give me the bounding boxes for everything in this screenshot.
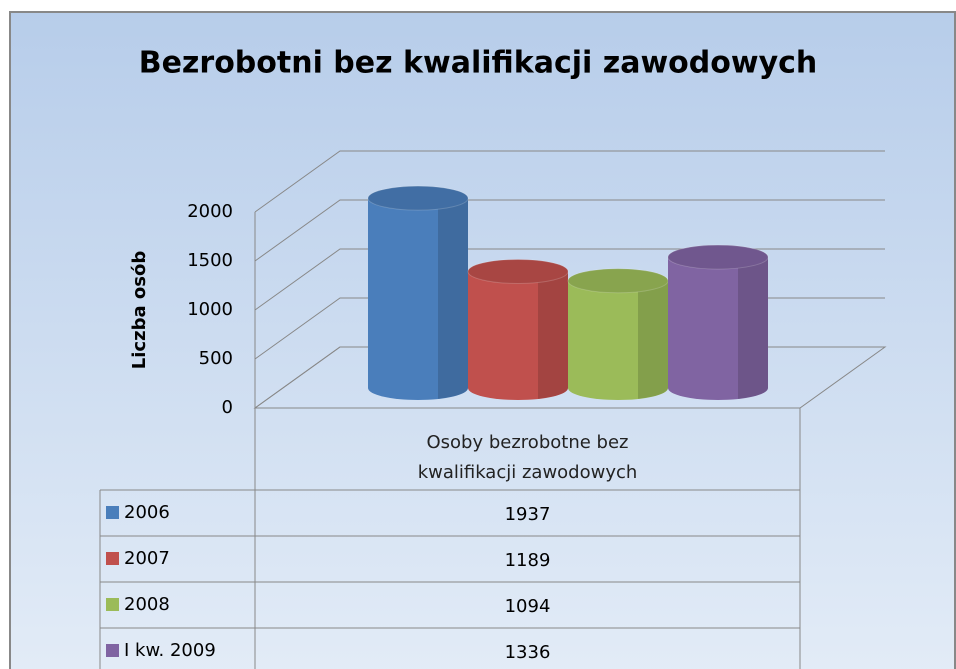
bar-body xyxy=(468,271,568,400)
y-tick-label: 500 xyxy=(199,348,233,369)
y-tick-label: 0 xyxy=(222,397,233,418)
bar xyxy=(467,258,569,400)
bar-body xyxy=(568,280,668,400)
bar-body xyxy=(668,257,768,400)
bar-top-shade xyxy=(468,259,568,284)
bar xyxy=(667,244,769,400)
bar-shadow xyxy=(538,271,568,399)
bar-top-shade xyxy=(368,186,468,211)
grid-line xyxy=(254,150,885,213)
bar-shadow xyxy=(438,198,468,399)
table-value: 1189 xyxy=(505,550,551,571)
category-label-cell: Osoby bezrobotne bez kwalifikacji zawodo… xyxy=(265,428,790,488)
bar-top xyxy=(667,244,769,270)
bar-top xyxy=(467,258,569,284)
legend-swatch xyxy=(106,506,119,519)
legend-label: 2008 xyxy=(124,594,170,615)
legend-label: I kw. 2009 xyxy=(124,640,216,661)
table-value: 1937 xyxy=(505,504,551,525)
y-tick-label: 1500 xyxy=(187,250,233,271)
bar-top-shade xyxy=(568,268,668,293)
legend-swatch xyxy=(106,644,119,657)
category-label: Osoby bezrobotne bez kwalifikacji zawodo… xyxy=(417,432,638,483)
bar-top-shade xyxy=(668,245,768,270)
bar-top xyxy=(367,185,469,211)
legend-label: 2006 xyxy=(124,502,170,523)
table-value: 1094 xyxy=(505,596,551,617)
bar xyxy=(367,185,469,400)
chart-title: Bezrobotni bez kwalifikacji zawodowych xyxy=(139,46,818,81)
bar-shadow xyxy=(638,280,668,399)
y-tick-label: 1000 xyxy=(187,299,233,320)
y-tick-label: 2000 xyxy=(187,201,233,222)
bar xyxy=(567,268,669,400)
grid-line xyxy=(254,199,885,262)
legend-swatch xyxy=(106,552,119,565)
y-axis-label: Liczba osób xyxy=(129,251,150,370)
legend-label: 2007 xyxy=(124,548,170,569)
bar-body xyxy=(368,198,468,400)
table-value: 1336 xyxy=(505,642,551,663)
legend-swatch xyxy=(106,598,119,611)
bar-shadow xyxy=(738,257,768,399)
